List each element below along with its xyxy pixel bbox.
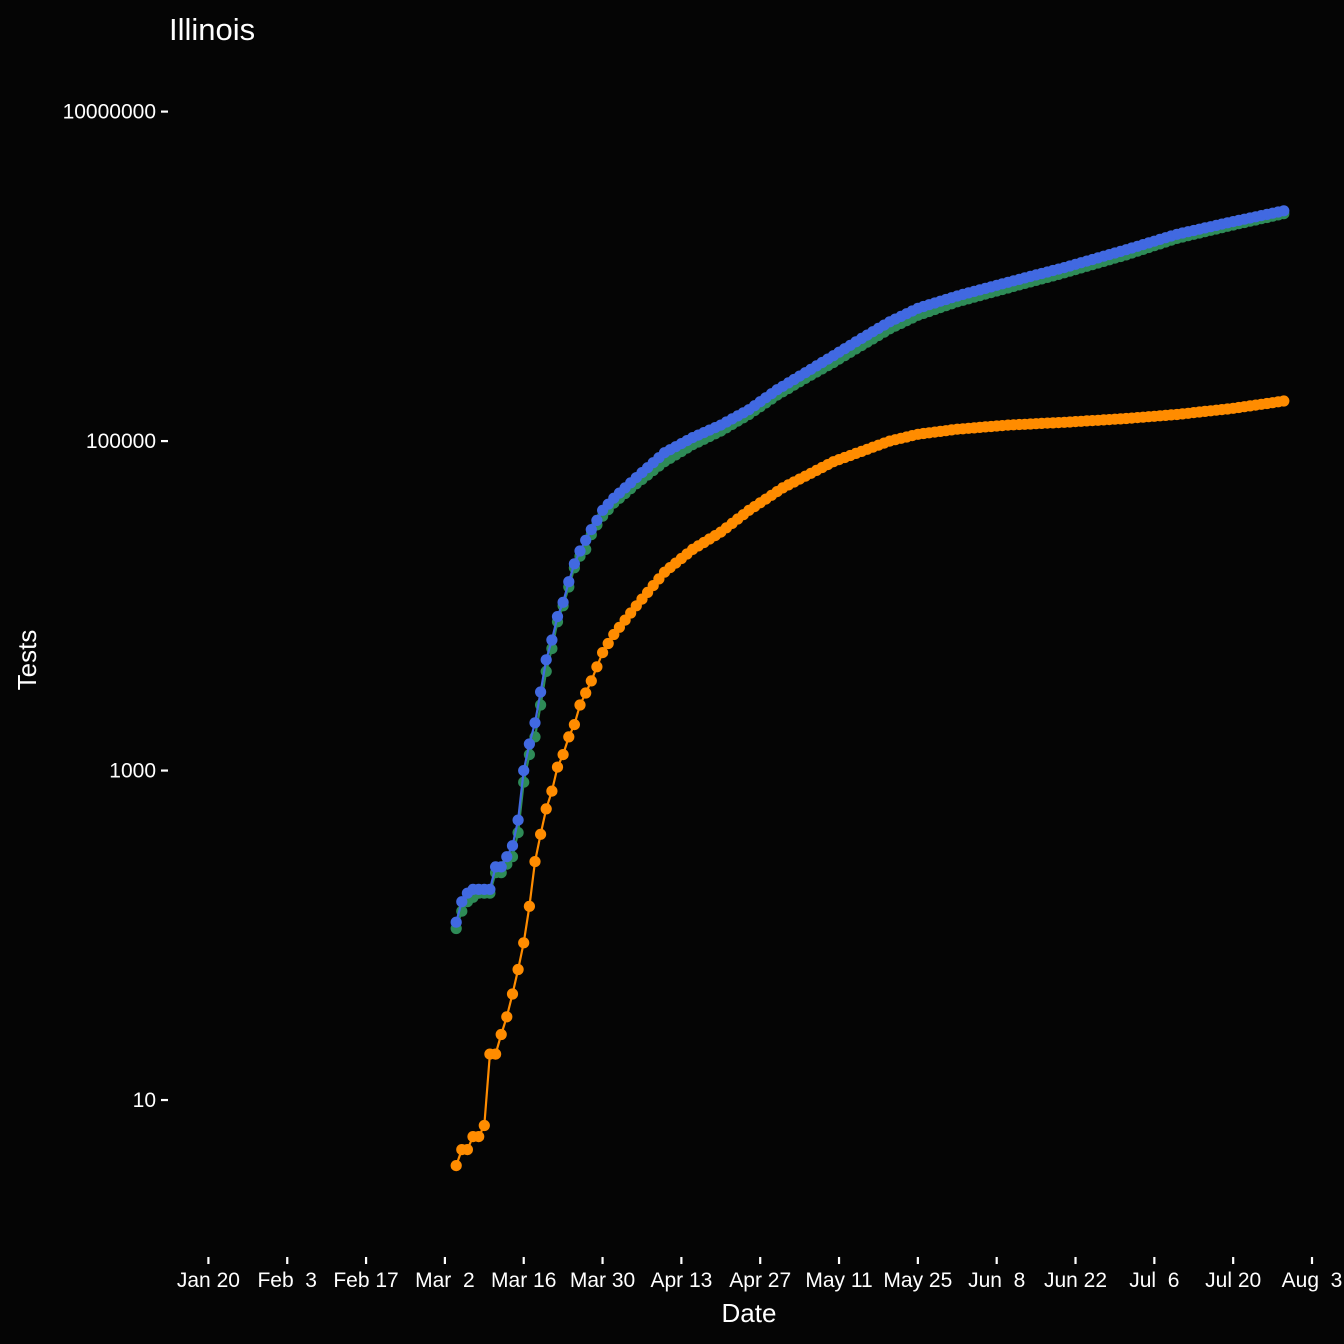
data-point xyxy=(563,731,575,743)
data-point xyxy=(456,896,468,908)
series-line xyxy=(455,212,1285,929)
y-tick-label: 10 xyxy=(133,1089,156,1112)
x-tick-label: Mar 2 xyxy=(415,1269,475,1292)
data-point xyxy=(512,814,524,826)
data-point xyxy=(490,1048,502,1060)
x-tick-label: Mar 30 xyxy=(570,1269,635,1292)
data-point xyxy=(568,558,581,570)
x-axis-label: Date xyxy=(722,1298,777,1328)
data-point xyxy=(546,634,558,646)
data-point xyxy=(540,665,552,678)
data-point xyxy=(551,611,564,623)
data-point xyxy=(585,524,597,536)
x-axis: Jan 20 Feb 3 Feb 17 Mar 2 Mar 16 Mar 30 Apr 13… xyxy=(177,1257,1342,1292)
series-layer xyxy=(450,205,1290,1172)
data-point xyxy=(478,1119,490,1132)
data-point xyxy=(495,861,507,873)
series-1 xyxy=(450,208,1290,935)
data-point xyxy=(540,803,552,815)
data-point xyxy=(518,776,530,788)
data-point xyxy=(1278,205,1290,217)
series-3 xyxy=(450,395,1290,1172)
y-axis-label: Tests xyxy=(12,630,42,691)
data-point xyxy=(563,576,575,588)
data-point xyxy=(551,761,564,773)
data-point xyxy=(506,988,519,1000)
data-point xyxy=(450,1160,462,1172)
x-tick-label: Jun 22 xyxy=(1044,1269,1107,1292)
data-point xyxy=(1278,395,1290,407)
series-line xyxy=(455,209,1285,923)
data-point xyxy=(580,687,592,699)
data-point xyxy=(574,545,586,557)
y-tick-label: 100000 xyxy=(86,430,156,453)
data-point xyxy=(501,851,513,863)
x-tick-label: May 25 xyxy=(883,1269,952,1292)
x-tick-label: Feb 17 xyxy=(333,1269,398,1292)
data-point xyxy=(501,1011,513,1023)
data-point xyxy=(546,785,558,797)
y-tick-label: 10000000 xyxy=(63,101,156,124)
x-tick-label: May 11 xyxy=(805,1269,872,1292)
x-tick-label: Jul 6 xyxy=(1129,1269,1179,1292)
data-point xyxy=(535,686,547,698)
data-point xyxy=(585,675,597,687)
data-point xyxy=(506,840,519,852)
data-point xyxy=(461,1144,473,1156)
data-point xyxy=(540,654,552,666)
data-point xyxy=(597,647,609,659)
data-point xyxy=(473,1131,485,1143)
data-point xyxy=(535,828,547,840)
x-tick-label: Apr 13 xyxy=(650,1269,712,1292)
x-tick-label: Jun 8 xyxy=(968,1269,1025,1292)
data-point xyxy=(529,856,541,868)
y-tick-label: 1000 xyxy=(109,760,156,783)
data-point xyxy=(484,883,496,896)
x-tick-label: Jul 20 xyxy=(1205,1269,1261,1292)
data-point xyxy=(580,534,592,546)
chart-title: Illinois xyxy=(169,12,255,47)
data-point xyxy=(591,514,603,527)
x-tick-label: Apr 27 xyxy=(729,1269,791,1292)
x-tick-label: Aug 3 xyxy=(1282,1269,1343,1292)
data-point xyxy=(450,916,462,928)
data-point xyxy=(518,937,530,949)
series-2 xyxy=(450,205,1290,928)
data-point xyxy=(557,749,569,761)
series-line xyxy=(455,399,1284,1166)
data-point xyxy=(529,717,541,729)
data-point xyxy=(591,661,603,673)
data-point xyxy=(602,637,614,650)
x-tick-label: Feb 3 xyxy=(257,1269,317,1292)
data-point xyxy=(568,719,581,731)
data-point xyxy=(523,900,536,912)
data-point xyxy=(574,699,586,711)
data-point xyxy=(512,963,524,976)
y-axis: 10 1000 100000 10000000 xyxy=(63,101,168,1112)
data-point xyxy=(557,596,569,608)
x-tick-label: Mar 16 xyxy=(491,1269,556,1292)
data-point xyxy=(495,1028,507,1041)
x-tick-label: Jan 20 xyxy=(177,1269,240,1292)
data-point xyxy=(523,738,536,750)
data-point xyxy=(518,765,530,777)
